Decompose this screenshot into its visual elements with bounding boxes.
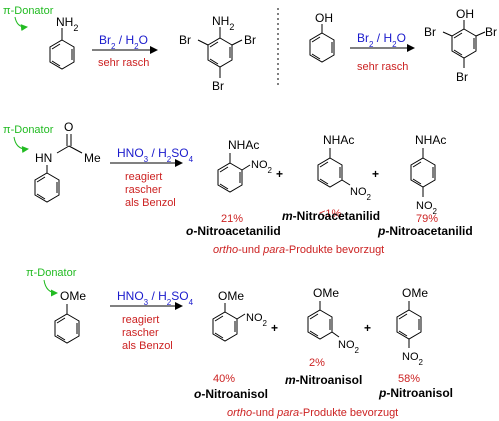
br-phenol-right: Br <box>485 25 497 39</box>
name-para-prefix-2: p <box>378 386 386 400</box>
row-nitration-acetanilide: π-Donator O Me HN HNO3 / H2SO4 reagiert … <box>3 120 473 256</box>
summary-and-2: -und <box>252 407 277 419</box>
name-para-nitroacetanilide: p-Nitroacetanilid <box>377 224 473 238</box>
para-nitroacetanilide-structure: NHAc NO2 <box>410 133 446 216</box>
phenol-oh: OH <box>315 11 333 25</box>
br-phenol-para: Br <box>456 70 468 84</box>
name-ortho-prefix-2: o <box>194 387 201 401</box>
summary-and: -und <box>238 244 263 256</box>
pct-para: 79% <box>416 213 438 225</box>
name-meta-nitroacetanilide: m-Nitroacetanilid <box>282 209 380 223</box>
aniline-structure: NH2 <box>49 15 78 70</box>
condition-fast-2: sehr rasch <box>357 61 408 73</box>
tribromoaniline-structure: NH2 Br Br Br <box>179 14 256 93</box>
name-para-suffix: -Nitroacetanilid <box>385 224 472 238</box>
para-nhac: NHAc <box>415 133 446 147</box>
name-meta-prefix: m <box>282 209 293 223</box>
name-ortho-nitroacetanilide: o-Nitroacetanilid <box>186 224 281 238</box>
summary-rest-2: -Produkte bevorzugt <box>299 407 398 419</box>
meta-no2: NO2 <box>350 186 372 202</box>
meta-ome: OMe <box>313 286 339 300</box>
ortho-no2-anisole: NO2 <box>246 312 268 328</box>
reagent-nitration: HNO3 / H2SO4 <box>117 146 194 164</box>
pct-ortho-anisole: 40% <box>213 373 235 385</box>
plus-3: + <box>271 321 278 335</box>
summary-acetanilide: ortho-und para-Produkte bevorzugt <box>213 244 384 256</box>
tribromophenol-structure: OH Br Br Br <box>424 7 497 84</box>
condition-als-benzol-2: als Benzol <box>122 340 173 352</box>
row-bromination: π-Donator NH2 Br2 / H2O sehr rasch NH2 B… <box>3 5 497 93</box>
tribromophenol-oh: OH <box>456 7 474 21</box>
name-ortho-prefix: o <box>186 224 193 238</box>
anisole-ome: OMe <box>60 289 86 303</box>
pi-donor-label-3: π-Donator <box>26 267 77 279</box>
ortho-no2: NO2 <box>251 159 273 175</box>
condition-reagiert-2: reagiert <box>122 314 159 326</box>
meta-no2-anisole: NO2 <box>338 339 360 355</box>
reagent-bromine: Br2 / H2O <box>99 33 148 51</box>
summary-para: para <box>262 244 285 256</box>
name-ortho-nitroanisole: o-Nitroanisol <box>194 387 268 401</box>
para-no2-anisole: NO2 <box>402 351 424 367</box>
aniline-nh2: NH2 <box>56 15 78 33</box>
condition-fast: sehr rasch <box>98 57 149 69</box>
meta-nitroanisole-structure: OMe NO2 <box>307 286 360 355</box>
name-ortho-suffix-2: -Nitroanisol <box>201 387 268 401</box>
pi-donor-arrow <box>14 16 28 32</box>
name-meta-suffix-2: -Nitroanisol <box>296 373 363 387</box>
pct-para-anisole: 58% <box>398 373 420 385</box>
para-ome: OMe <box>402 286 428 300</box>
condition-reagiert: reagiert <box>125 171 162 183</box>
condition-rascher: rascher <box>125 184 162 196</box>
summary-ortho-2: ortho <box>227 407 252 419</box>
br-ortho-right: Br <box>244 33 256 47</box>
pi-donor-label: π-Donator <box>3 5 54 17</box>
name-meta-prefix-2: m <box>285 373 296 387</box>
name-ortho-suffix: -Nitroacetanilid <box>193 224 280 238</box>
condition-als-benzol: als Benzol <box>125 197 176 209</box>
reagent-nitration-2: HNO3 / H2SO4 <box>117 289 194 307</box>
phenol-structure: OH <box>309 11 335 63</box>
plus-1: + <box>276 167 283 181</box>
br-phenol-left: Br <box>424 25 436 39</box>
condition-rascher-2: rascher <box>122 327 159 339</box>
para-nitroanisole-structure: OMe NO2 <box>396 286 428 367</box>
name-para-suffix-2: -Nitroanisol <box>386 386 453 400</box>
summary-para-2: para <box>276 407 299 419</box>
carbonyl-o: O <box>64 120 73 134</box>
ortho-nitroacetanilide-structure: NHAc NO2 <box>217 138 273 193</box>
row-nitration-anisole: π-Donator OMe HNO3 / H2SO4 reagiert rasc… <box>26 267 453 419</box>
ortho-nhac: NHAc <box>228 138 259 152</box>
meta-nitroacetanilide-structure: NHAc NO2 <box>317 133 372 202</box>
pi-donor-label-2: π-Donator <box>3 124 54 136</box>
reagent-bromine-2: Br2 / H2O <box>357 31 406 49</box>
br-ortho-left: Br <box>179 33 191 47</box>
summary-anisole: ortho-und para-Produkte bevorzugt <box>227 407 398 419</box>
ortho-nitroanisole-structure: OMe NO2 <box>212 289 268 342</box>
pct-ortho: 21% <box>221 213 243 225</box>
tribromoaniline-nh2: NH2 <box>212 14 234 32</box>
summary-ortho: ortho <box>213 244 238 256</box>
br-para: Br <box>212 79 224 93</box>
summary-rest: -Produkte bevorzugt <box>285 244 384 256</box>
acetanilide-structure: O Me HN <box>34 120 101 203</box>
plus-4: + <box>364 321 371 335</box>
pct-meta: <1% <box>319 208 342 220</box>
pi-donor-arrow-2 <box>13 136 29 153</box>
pi-donor-arrow-3 <box>43 279 58 297</box>
amide-hn: HN <box>35 151 52 165</box>
para-no2: NO2 <box>416 200 438 216</box>
ortho-ome: OMe <box>218 289 244 303</box>
plus-2: + <box>372 167 379 181</box>
name-meta-suffix: -Nitroacetanilid <box>293 209 380 223</box>
methyl-me: Me <box>84 151 101 165</box>
name-para-nitroanisole: p-Nitroanisol <box>378 386 453 400</box>
name-meta-nitroanisole: m-Nitroanisol <box>285 373 362 387</box>
meta-nhac: NHAc <box>323 133 354 147</box>
anisole-structure: OMe <box>54 289 86 344</box>
pct-meta-anisole: 2% <box>309 357 325 369</box>
name-para-prefix: p <box>377 224 385 238</box>
